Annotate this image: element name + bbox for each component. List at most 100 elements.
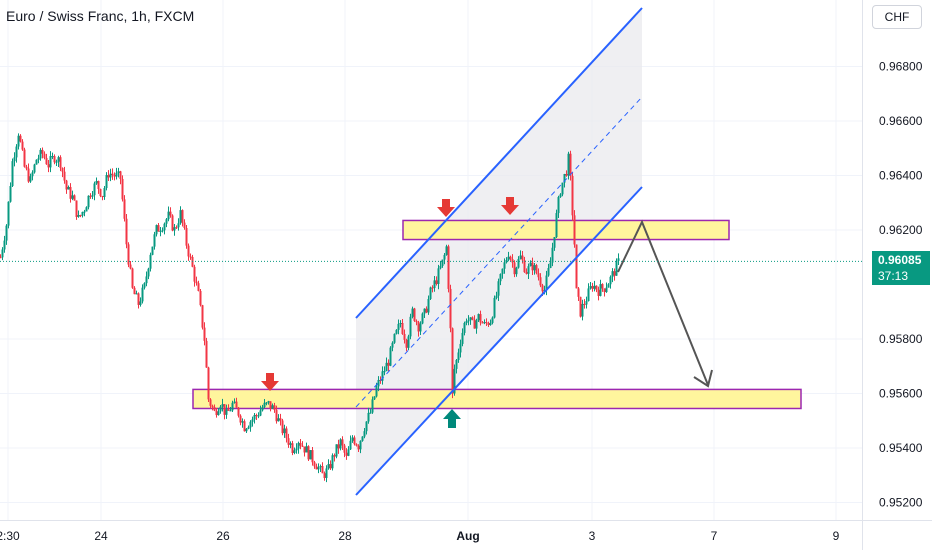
candle — [154, 232, 156, 250]
candle — [60, 155, 62, 171]
y-tick-label-1: 0.95400 — [879, 441, 923, 455]
candle — [240, 414, 242, 425]
candle — [174, 224, 176, 236]
candle — [166, 218, 168, 227]
candle — [250, 420, 252, 432]
candle — [2, 247, 4, 260]
candle — [24, 148, 26, 168]
candle — [334, 454, 336, 462]
candle — [126, 214, 128, 248]
candle — [270, 401, 272, 411]
candle — [110, 169, 112, 181]
candle — [586, 297, 588, 309]
candle — [78, 210, 80, 217]
candle — [144, 282, 146, 289]
candle — [576, 244, 578, 288]
x-tick-label-2: 26 — [216, 529, 230, 543]
candle — [614, 269, 616, 281]
candle — [596, 285, 598, 292]
candle — [330, 460, 332, 470]
y-tick-label-0: 0.95200 — [879, 496, 923, 510]
candle — [606, 283, 608, 293]
candle — [158, 223, 160, 232]
candle — [580, 297, 582, 318]
candle — [494, 296, 496, 319]
candle — [38, 155, 40, 164]
x-tick-label-4: Aug — [456, 529, 479, 543]
candle — [114, 172, 116, 180]
candle — [246, 428, 248, 433]
candle — [102, 196, 104, 200]
candle — [26, 165, 28, 171]
candle — [410, 314, 412, 339]
candle — [354, 436, 356, 446]
up-arrow-1 — [443, 409, 461, 428]
candle — [184, 219, 186, 230]
candle — [588, 283, 590, 301]
candle — [618, 253, 620, 265]
candle — [0, 254, 2, 258]
candle — [64, 167, 66, 184]
candle — [282, 419, 284, 435]
candle — [568, 152, 570, 180]
candle — [122, 175, 124, 201]
candle — [304, 446, 306, 456]
candle — [82, 212, 84, 218]
candle — [288, 434, 290, 448]
candle — [340, 438, 342, 450]
candle — [96, 178, 98, 185]
support-zone — [193, 389, 801, 408]
y-tick-label-5: 0.96400 — [879, 169, 923, 183]
x-tick-label-1: 24 — [94, 529, 108, 543]
candle — [180, 206, 182, 225]
y-tick-label-7: 0.96800 — [879, 60, 923, 74]
candle — [346, 448, 348, 460]
candle — [582, 300, 584, 321]
candle — [138, 292, 140, 308]
projection-path — [618, 222, 712, 386]
candle — [16, 144, 18, 162]
current-price-value: 0.96085 — [878, 252, 930, 268]
candle — [572, 173, 574, 221]
candle — [88, 195, 90, 209]
candle — [326, 465, 328, 482]
candle — [604, 288, 606, 296]
candle — [12, 158, 14, 186]
candle — [308, 445, 310, 461]
candle — [80, 215, 82, 217]
candle — [256, 414, 258, 420]
candle — [328, 459, 330, 470]
candle — [610, 275, 612, 288]
candle — [140, 297, 142, 306]
candle — [48, 160, 50, 172]
candle — [108, 170, 110, 181]
candle — [136, 291, 138, 295]
x-tick-label-7: 9 — [833, 529, 840, 543]
candle — [414, 308, 416, 322]
candle — [146, 272, 148, 287]
candle — [286, 426, 288, 442]
candle — [278, 414, 280, 422]
candle — [168, 206, 170, 221]
candle — [602, 283, 604, 292]
candle — [238, 407, 240, 418]
candle — [170, 207, 172, 217]
candle — [134, 286, 136, 294]
candle — [86, 206, 88, 211]
candle — [590, 282, 592, 290]
candle — [452, 328, 454, 399]
candle — [310, 450, 312, 460]
currency-button[interactable]: CHF — [872, 5, 922, 29]
candle — [562, 183, 564, 197]
y-tick-label-4: 0.96200 — [879, 223, 923, 237]
candle — [120, 171, 122, 184]
candle — [104, 186, 106, 200]
candle — [446, 245, 448, 256]
candle — [224, 404, 226, 419]
candle — [208, 367, 210, 402]
candle — [130, 261, 132, 269]
candle — [186, 225, 188, 249]
candle — [50, 151, 52, 172]
candle — [106, 172, 108, 190]
